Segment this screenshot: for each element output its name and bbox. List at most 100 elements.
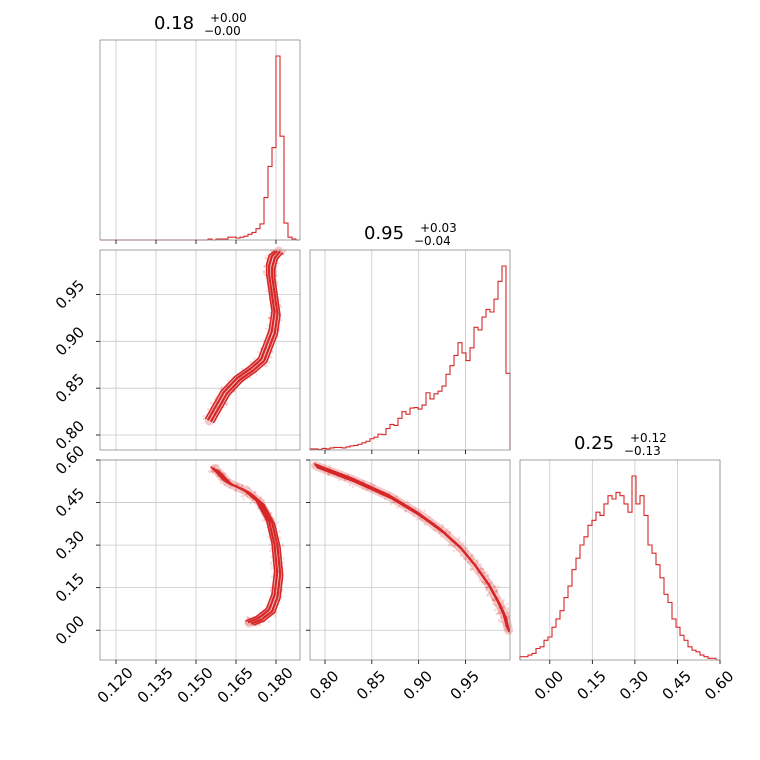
sample-point bbox=[493, 584, 496, 588]
sample-point bbox=[419, 517, 423, 520]
sample-point bbox=[470, 555, 473, 559]
sample-point bbox=[504, 627, 507, 631]
sample-point bbox=[276, 521, 280, 524]
sample-point bbox=[404, 510, 407, 513]
y-tick-label: 0.00 bbox=[52, 612, 88, 648]
sample-point bbox=[283, 251, 286, 255]
sample-point bbox=[278, 530, 281, 533]
axes-frame bbox=[99, 39, 301, 241]
sample-point bbox=[216, 464, 219, 467]
sample-point bbox=[373, 484, 376, 487]
scatter-grid-x0_vs_x1 bbox=[100, 250, 300, 450]
x-tick-label: 0.80 bbox=[306, 667, 342, 703]
sample-point bbox=[462, 541, 465, 545]
sample-point bbox=[413, 507, 417, 510]
sample-point bbox=[496, 588, 499, 592]
sample-point bbox=[493, 603, 496, 606]
sample-point bbox=[233, 390, 236, 393]
hist-bin bbox=[430, 399, 434, 450]
contour-level bbox=[314, 463, 510, 630]
contour-level bbox=[212, 251, 284, 424]
sample-point bbox=[464, 557, 468, 561]
sample-point bbox=[234, 488, 238, 491]
hist-bin bbox=[354, 445, 358, 450]
hist-bin bbox=[652, 553, 656, 660]
hist-bin bbox=[414, 408, 418, 450]
hist-bin bbox=[494, 299, 498, 450]
sample-point bbox=[389, 502, 393, 505]
sample-point bbox=[452, 549, 456, 553]
hist-bin bbox=[672, 619, 676, 660]
sample-point bbox=[418, 516, 422, 520]
sample-point bbox=[507, 616, 511, 619]
sample-point bbox=[469, 561, 472, 564]
sample-point bbox=[428, 515, 431, 519]
sample-point bbox=[489, 595, 492, 599]
sample-point bbox=[210, 469, 213, 472]
hist-bin bbox=[374, 437, 378, 450]
hist-bin bbox=[600, 515, 604, 660]
sample-point bbox=[502, 622, 505, 625]
sample-point bbox=[497, 609, 501, 613]
hist-bin bbox=[616, 492, 620, 660]
hist-bin bbox=[688, 647, 692, 660]
sample-point bbox=[364, 488, 368, 491]
hist-bin bbox=[532, 653, 536, 660]
sample-point bbox=[492, 599, 495, 602]
sample-point bbox=[486, 593, 490, 597]
sample-point bbox=[275, 273, 278, 277]
sample-point bbox=[502, 604, 505, 608]
histogram-outline bbox=[309, 265, 511, 451]
sample-point bbox=[261, 519, 264, 522]
sample-point bbox=[493, 585, 496, 588]
hist-bin bbox=[252, 232, 256, 240]
sample-point bbox=[448, 530, 452, 534]
sample-point bbox=[423, 509, 427, 512]
x-tick-label: 0.150 bbox=[174, 664, 217, 707]
hist-bin bbox=[426, 393, 430, 450]
sample-point bbox=[434, 529, 438, 532]
hist-bin bbox=[350, 446, 354, 450]
sample-point bbox=[446, 527, 450, 531]
sample-point bbox=[505, 629, 509, 633]
sample-point bbox=[496, 612, 499, 615]
x-tick-label: 0.135 bbox=[134, 664, 177, 707]
sample-point bbox=[263, 265, 266, 268]
sample-point bbox=[482, 572, 485, 575]
sample-point bbox=[279, 305, 283, 309]
x-tick-label: 0.165 bbox=[214, 664, 257, 707]
sample-point bbox=[481, 581, 484, 584]
sample-point bbox=[459, 554, 462, 558]
hist-bin bbox=[378, 434, 382, 450]
sample-point bbox=[497, 611, 501, 615]
hist-bin bbox=[502, 266, 506, 450]
hist-bin bbox=[648, 545, 652, 660]
sample-point bbox=[282, 557, 285, 560]
sample-point bbox=[248, 623, 251, 626]
sample-point bbox=[262, 498, 265, 502]
sample-point bbox=[495, 589, 498, 593]
sample-point bbox=[502, 598, 506, 602]
hist-bin bbox=[418, 409, 422, 450]
y-tick-label: 0.85 bbox=[52, 370, 88, 406]
axes-frame bbox=[309, 459, 511, 661]
hist-bin bbox=[560, 611, 564, 660]
sample-point bbox=[500, 615, 503, 618]
hist-bin bbox=[276, 56, 280, 240]
hist-bin bbox=[280, 136, 284, 240]
sample-point bbox=[219, 481, 222, 485]
hist-bin bbox=[556, 619, 560, 660]
y-tick-label: 0.30 bbox=[52, 527, 88, 563]
sample-point bbox=[258, 623, 262, 626]
y-tick-label: 0.45 bbox=[52, 484, 88, 520]
x-tick-label: 0.180 bbox=[254, 664, 297, 707]
sample-point bbox=[396, 506, 399, 509]
y-tick-label: 0.90 bbox=[52, 323, 88, 359]
sample-point bbox=[267, 535, 270, 538]
hist-bin bbox=[596, 512, 600, 660]
sample-point bbox=[326, 473, 330, 476]
hist-bin bbox=[474, 327, 478, 450]
sample-point bbox=[483, 581, 487, 584]
sample-point bbox=[263, 264, 266, 268]
sample-point bbox=[327, 473, 330, 476]
